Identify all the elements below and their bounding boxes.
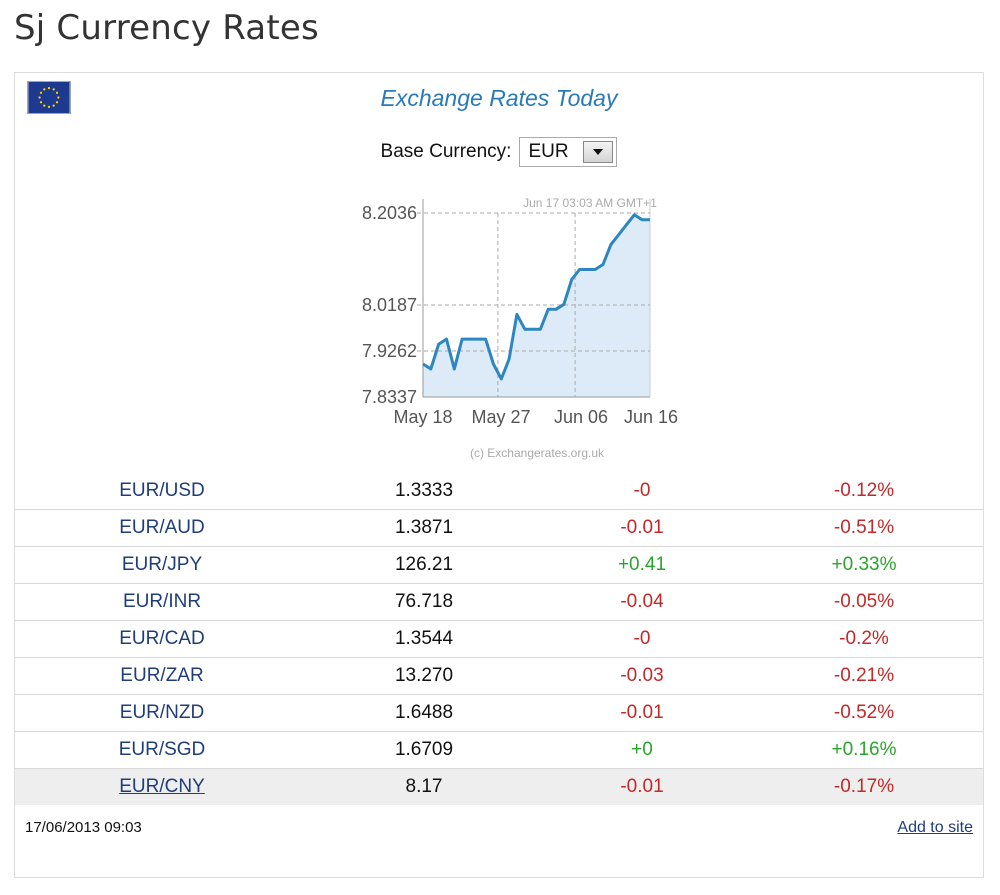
add-to-site-link[interactable]: Add to site xyxy=(897,819,973,836)
rate-value: 13.270 xyxy=(309,657,539,695)
rate-change: -0.01 xyxy=(539,694,745,732)
last-updated-timestamp: 17/06/2013 09:03 xyxy=(25,819,142,836)
rate-row: EUR/AUD 1.3871 -0.01 -0.51% xyxy=(15,509,983,547)
rate-row: EUR/CAD 1.3544 -0 -0.2% xyxy=(15,620,983,658)
rate-change-percent: -0.05% xyxy=(745,583,983,621)
rate-change-percent: -0.2% xyxy=(745,620,983,658)
chart-series-line xyxy=(422,213,650,381)
rate-row: EUR/JPY 126.21 +0.41 +0.33% xyxy=(15,546,983,584)
chart-subtitle: Jun 17 03:03 AM GMT+1 xyxy=(523,196,657,210)
currency-pair[interactable]: EUR/ZAR xyxy=(15,657,309,695)
chart-area-fill xyxy=(423,214,650,397)
chevron-down-icon xyxy=(593,149,604,155)
rate-value: 1.6488 xyxy=(309,694,539,732)
rate-change: -0.01 xyxy=(539,768,745,805)
x-tick-label: Jun 06 xyxy=(554,407,608,427)
currency-pair[interactable]: EUR/SGD xyxy=(15,731,309,769)
rate-value: 1.3544 xyxy=(309,620,539,658)
rate-change-percent: -0.17% xyxy=(745,768,983,805)
base-currency-select[interactable]: EUR xyxy=(519,137,618,167)
rate-change: -0.03 xyxy=(539,657,745,695)
rate-value: 1.3871 xyxy=(309,509,539,547)
rate-change: -0 xyxy=(539,620,745,658)
rate-value: 1.6709 xyxy=(309,731,539,769)
rate-value: 76.718 xyxy=(309,583,539,621)
chart-credit: (c) Exchangerates.org.uk xyxy=(470,446,605,460)
rate-row: EUR/USD 1.3333 -0 -0.12% xyxy=(15,473,983,510)
currency-pair[interactable]: EUR/JPY xyxy=(15,546,309,584)
rate-change-percent: -0.51% xyxy=(745,509,983,547)
currency-pair[interactable]: EUR/AUD xyxy=(15,509,309,547)
rate-row: EUR/SGD 1.6709 +0 +0.16% xyxy=(15,731,983,769)
rate-change: -0.04 xyxy=(539,583,745,621)
rate-change-percent: -0.21% xyxy=(745,657,983,695)
rate-change-percent: -0.12% xyxy=(745,473,983,510)
rate-value: 8.17 xyxy=(309,768,539,805)
rate-change: -0 xyxy=(539,473,745,510)
rate-value: 1.3333 xyxy=(309,473,539,510)
currency-pair[interactable]: EUR/CAD xyxy=(15,620,309,658)
currency-pair[interactable]: EUR/CNY xyxy=(15,768,309,805)
rate-change: +0.41 xyxy=(539,546,745,584)
widget-title: Exchange Rates Today xyxy=(380,85,618,111)
currency-pair[interactable]: EUR/NZD xyxy=(15,694,309,732)
currency-pair-link[interactable]: EUR/CNY xyxy=(119,776,205,797)
rate-change: -0.01 xyxy=(539,509,745,547)
rate-row: EUR/ZAR 13.270 -0.03 -0.21% xyxy=(15,657,983,695)
base-currency-label: Base Currency: xyxy=(380,141,512,162)
rate-row: EUR/CNY 8.17 -0.01 -0.17% xyxy=(15,768,983,805)
currency-pair[interactable]: EUR/USD xyxy=(15,473,309,510)
currency-widget: Exchange Rates Today Base Currency: EUR … xyxy=(14,72,984,878)
x-tick-label: Jun 16 xyxy=(624,407,678,427)
rate-change: +0 xyxy=(539,731,745,769)
rate-change-percent: +0.33% xyxy=(745,546,983,584)
rate-change-percent: -0.52% xyxy=(745,694,983,732)
base-currency-row: Base Currency: EUR xyxy=(15,137,983,167)
rates-table: EUR/USD 1.3333 -0 -0.12% EUR/AUD 1.3871 -0.01-… xyxy=(15,473,983,805)
y-tick-label: 8.2036 xyxy=(362,203,417,223)
currency-pair[interactable]: EUR/INR xyxy=(15,583,309,621)
page-title: Sj Currency Rates xyxy=(14,8,319,48)
rate-change-percent: +0.16% xyxy=(745,731,983,769)
rate-row: EUR/NZD 1.6488 -0.01 -0.52% xyxy=(15,694,983,732)
eu-flag-icon xyxy=(27,81,71,114)
dropdown-button[interactable] xyxy=(583,141,614,163)
rate-row: EUR/INR 76.718 -0.04 -0.05% xyxy=(15,583,983,621)
x-tick-label: May 27 xyxy=(471,407,530,427)
rate-value: 126.21 xyxy=(309,546,539,584)
rate-chart: 8.2036 8.0187 7.9262 7.8337 May 18 May 27 Jun … xyxy=(325,185,685,461)
y-tick-label: 7.9262 xyxy=(362,341,417,361)
y-tick-label: 8.0187 xyxy=(362,295,417,315)
x-tick-label: May 18 xyxy=(393,407,452,427)
base-currency-value: EUR xyxy=(528,141,569,162)
y-tick-label: 7.8337 xyxy=(362,387,417,407)
